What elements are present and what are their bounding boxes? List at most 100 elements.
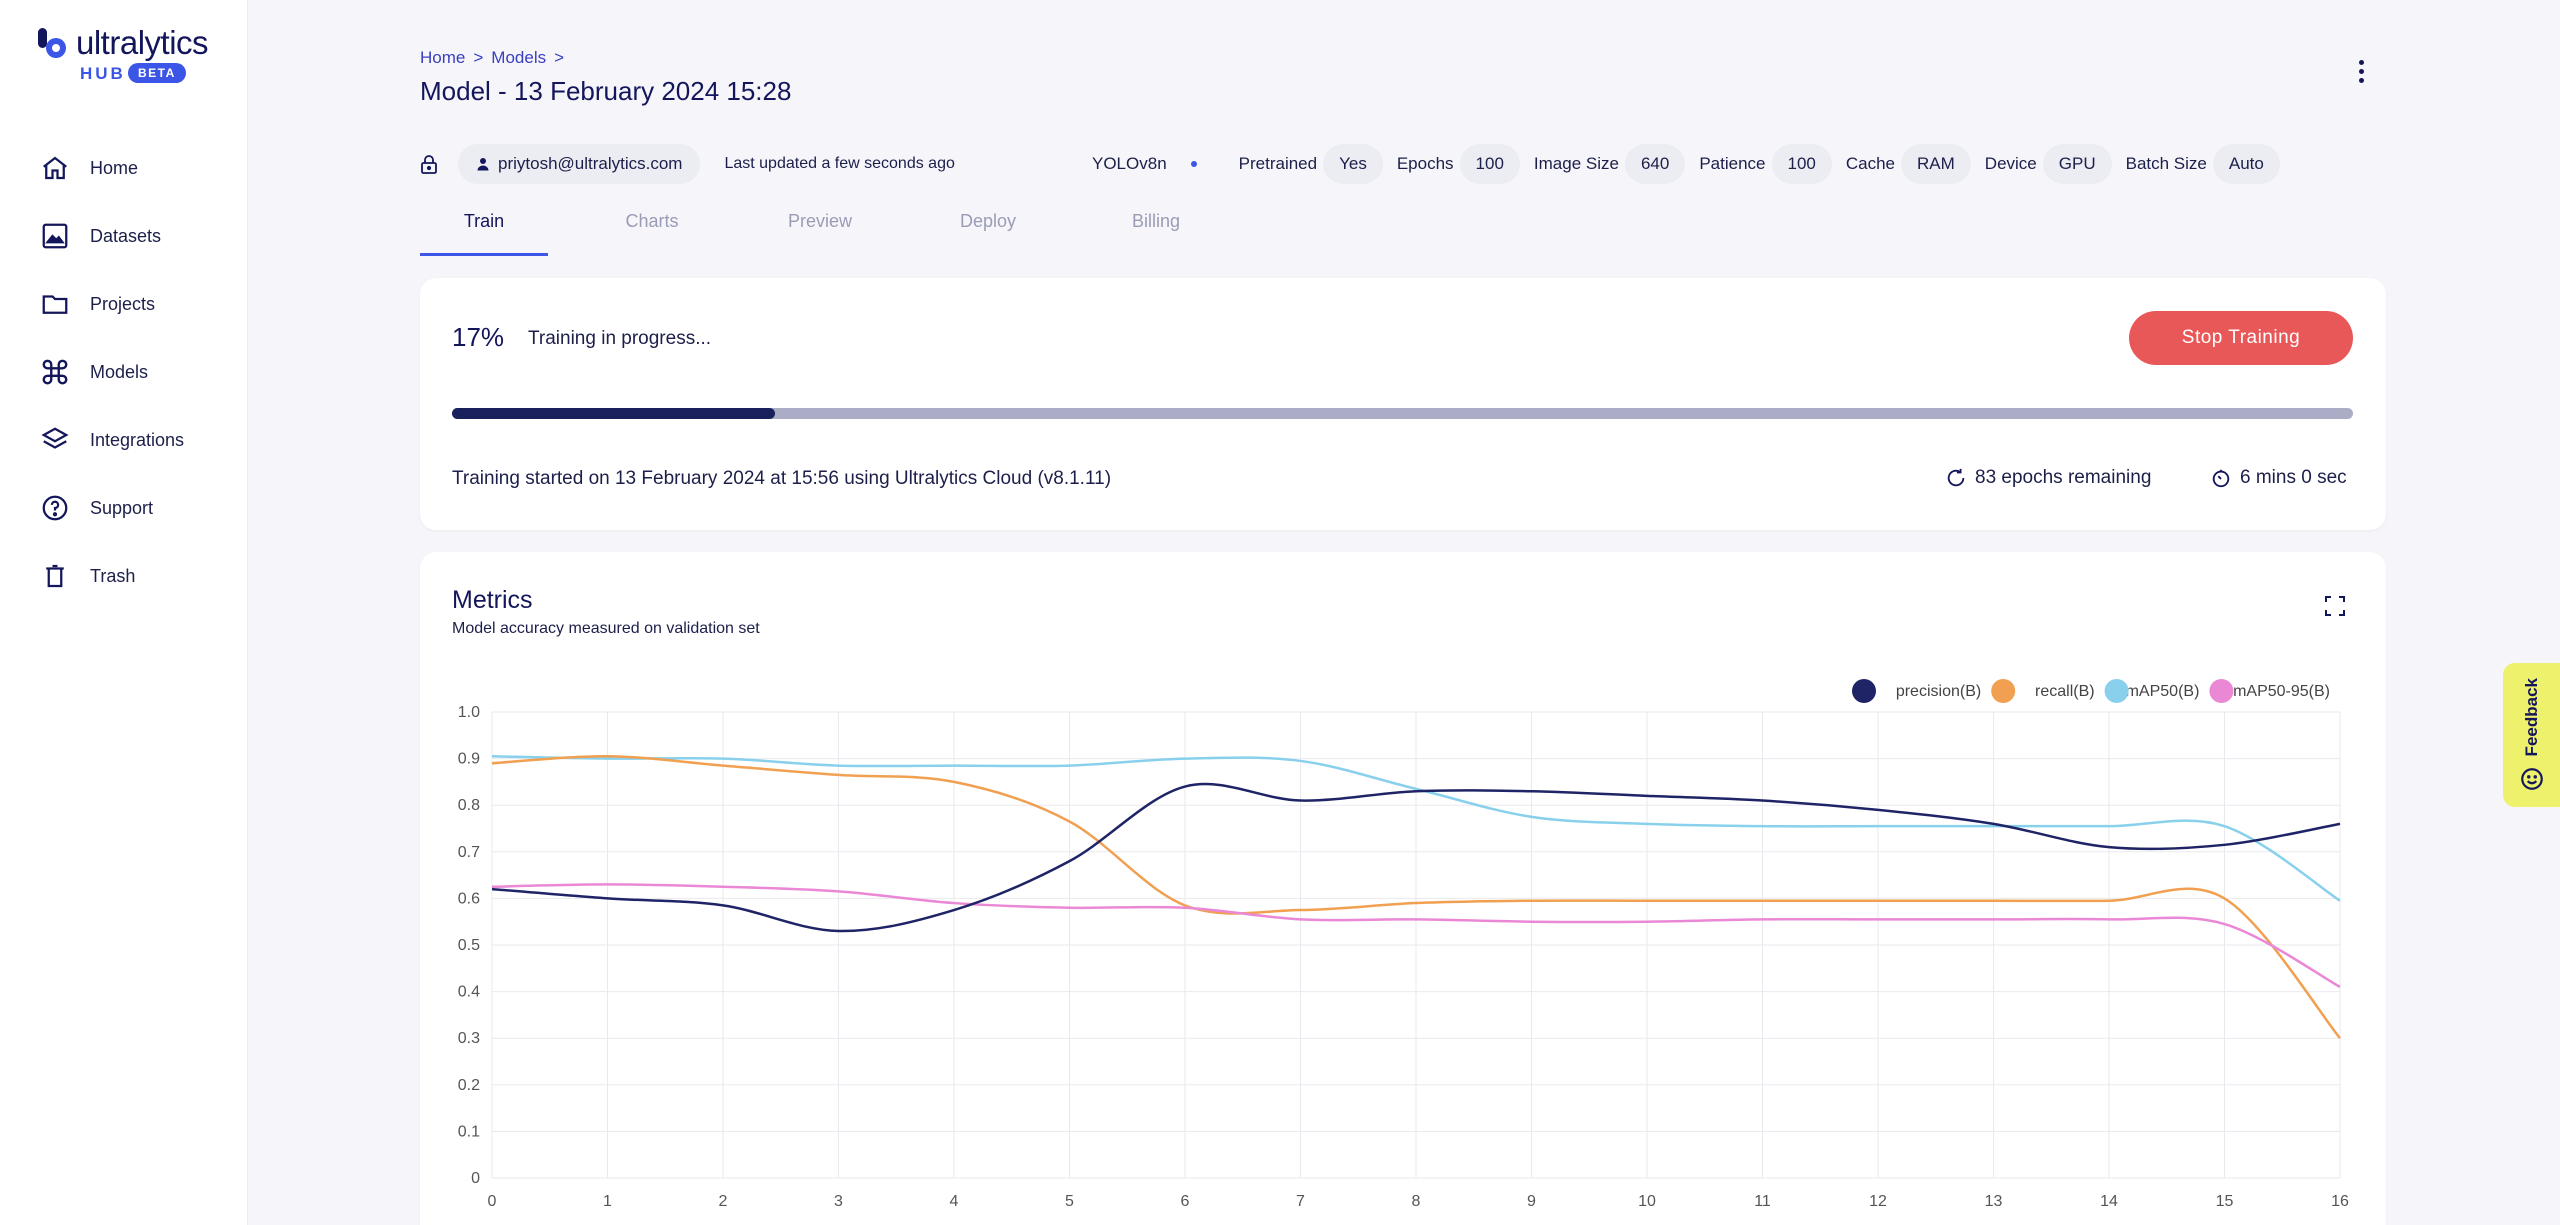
ultralytics-logo-icon	[38, 28, 66, 58]
timer-icon	[2212, 469, 2230, 488]
y-tick-label: 1.0	[458, 704, 480, 721]
x-tick-label: 0	[488, 1193, 497, 1210]
spec-pretrained: Pretrained Yes	[1239, 144, 1383, 184]
model-tabs: Train Charts Preview Deploy Billing	[420, 200, 1260, 256]
x-tick-label: 2	[719, 1193, 728, 1210]
spec-label: Device	[1984, 154, 2037, 173]
sidebar-nav: Home Datasets Projects Models Integratio…	[0, 134, 248, 610]
sidebar-item-trash[interactable]: Trash	[0, 542, 248, 610]
image-icon	[42, 223, 68, 249]
last-updated: Last updated a few seconds ago	[724, 155, 955, 172]
legend-swatch	[1991, 679, 2016, 703]
command-icon	[42, 359, 68, 385]
progress-percent: 17%	[452, 322, 505, 352]
metrics-line-chart: 00.10.20.30.40.50.60.70.80.91.00 1 2 3 4 5 6 7 8…	[458, 679, 2349, 1210]
owner-chip: priytosh@ultralytics.com	[458, 144, 701, 184]
x-tick-label: 10	[1638, 1193, 1656, 1210]
y-tick-label: 0.8	[458, 797, 480, 814]
spec-value: 640	[1624, 144, 1686, 184]
tab-billing[interactable]: Billing	[1131, 211, 1181, 231]
home-icon	[43, 156, 67, 180]
smiley-icon	[2520, 768, 2543, 791]
time-remaining: 6 mins 0 sec	[2210, 467, 2347, 489]
spec-value: 100	[1459, 144, 1520, 184]
spec-label: Batch Size	[2125, 154, 2207, 173]
y-tick-label: 0.4	[458, 984, 480, 1001]
series-line-precision-b-	[491, 782, 2341, 933]
epochs-remaining: 83 epochs remaining	[1945, 467, 2151, 489]
time-remaining-text: 6 mins 0 sec	[2240, 467, 2347, 488]
sidebar-item-label: Integrations	[90, 429, 185, 450]
brand-hub: HUB	[80, 64, 126, 83]
beta-badge: BETA	[128, 63, 186, 83]
sidebar-item-label: Trash	[90, 565, 136, 586]
spec-label: Epochs	[1396, 154, 1454, 173]
stop-training-button[interactable]: Stop Training	[2129, 311, 2353, 365]
spec-epochs: Epochs 100	[1397, 144, 1520, 184]
x-tick-label: 14	[2100, 1193, 2118, 1210]
spec-label: Cache	[1845, 154, 1896, 173]
training-progress-card: 17% Training in progress... Stop Trainin…	[420, 278, 2386, 530]
sidebar-item-support[interactable]: Support	[0, 474, 248, 542]
sidebar-item-models[interactable]: Models	[0, 338, 248, 406]
legend-swatch	[2209, 679, 2234, 703]
breadcrumb-home[interactable]: Home	[420, 48, 466, 67]
x-tick-label: 5	[1065, 1193, 1074, 1210]
x-tick-label: 15	[2216, 1193, 2234, 1210]
x-tick-label: 16	[2331, 1193, 2349, 1210]
training-status: Training in progress...	[528, 328, 712, 349]
breadcrumb-models[interactable]: Models	[491, 48, 547, 67]
y-tick-label: 0.9	[458, 751, 480, 768]
logo[interactable]: ultralytics HUB BETA	[36, 24, 226, 86]
breadcrumb-separator: >	[473, 48, 484, 67]
y-tick-label: 0.1	[458, 1123, 480, 1140]
spec-label: Pretrained	[1238, 154, 1318, 173]
sidebar: ultralytics HUB BETA Home Datasets Proje…	[0, 0, 248, 1225]
y-tick-label: 0.3	[458, 1030, 480, 1047]
tab-preview[interactable]: Preview	[787, 211, 853, 231]
fullscreen-icon[interactable]	[2323, 594, 2347, 618]
model-specs: YOLOv8n Pretrained Yes Epochs 100 Image Si…	[1092, 143, 2280, 185]
spec-value: Yes	[1323, 144, 1383, 184]
breadcrumb-separator: >	[554, 48, 565, 67]
y-tick-label: 0.7	[458, 844, 480, 861]
owner-email: priytosh@ultralytics.com	[498, 154, 683, 173]
more-options-icon[interactable]	[2355, 60, 2367, 90]
sidebar-item-home[interactable]: Home	[0, 134, 248, 202]
y-tick-label: 0.5	[458, 937, 480, 954]
help-icon	[42, 495, 68, 521]
separator-dot	[1190, 161, 1197, 167]
tab-train[interactable]: Train	[420, 200, 548, 256]
series-line-recall-b-	[491, 755, 2341, 1039]
x-tick-label: 12	[1869, 1193, 1887, 1210]
spec-value: 100	[1771, 144, 1832, 184]
sidebar-item-projects[interactable]: Projects	[0, 270, 248, 338]
sidebar-item-integrations[interactable]: Integrations	[0, 406, 248, 474]
feedback-tab[interactable]: Feedback	[2503, 663, 2560, 807]
sidebar-item-label: Datasets	[90, 225, 162, 246]
epochs-remaining-text: 83 epochs remaining	[1975, 467, 2152, 488]
metrics-subtitle: Model accuracy measured on validation se…	[452, 620, 760, 637]
sidebar-item-datasets[interactable]: Datasets	[0, 202, 248, 270]
x-tick-label: 9	[1527, 1193, 1536, 1210]
tab-charts[interactable]: Charts	[625, 211, 679, 231]
training-started-info: Training started on 13 February 2024 at …	[452, 468, 1112, 489]
folder-icon	[42, 295, 68, 314]
spec-device: Device GPU	[1985, 144, 2112, 184]
progress-bar	[452, 408, 2353, 419]
legend-label: mAP50-95(B)	[2233, 683, 2330, 700]
tab-deploy[interactable]: Deploy	[959, 211, 1017, 231]
x-tick-label: 7	[1296, 1193, 1305, 1210]
sidebar-item-label: Models	[90, 361, 149, 382]
spec-batch-size: Batch Size Auto	[2126, 144, 2280, 184]
y-tick-label: 0.2	[458, 1077, 480, 1094]
sidebar-item-label: Home	[90, 157, 139, 178]
series-line-map50-95-b-	[491, 883, 2341, 989]
model-info-row: priytosh@ultralytics.com Last updated a …	[420, 143, 2386, 185]
spec-value: Auto	[2212, 144, 2280, 184]
spec-patience: Patience 100	[1699, 144, 1832, 184]
brand-name: ultralytics	[76, 24, 209, 61]
layers-icon	[41, 427, 69, 449]
lock-icon[interactable]	[420, 154, 438, 174]
y-tick-label: 0.6	[458, 890, 480, 907]
